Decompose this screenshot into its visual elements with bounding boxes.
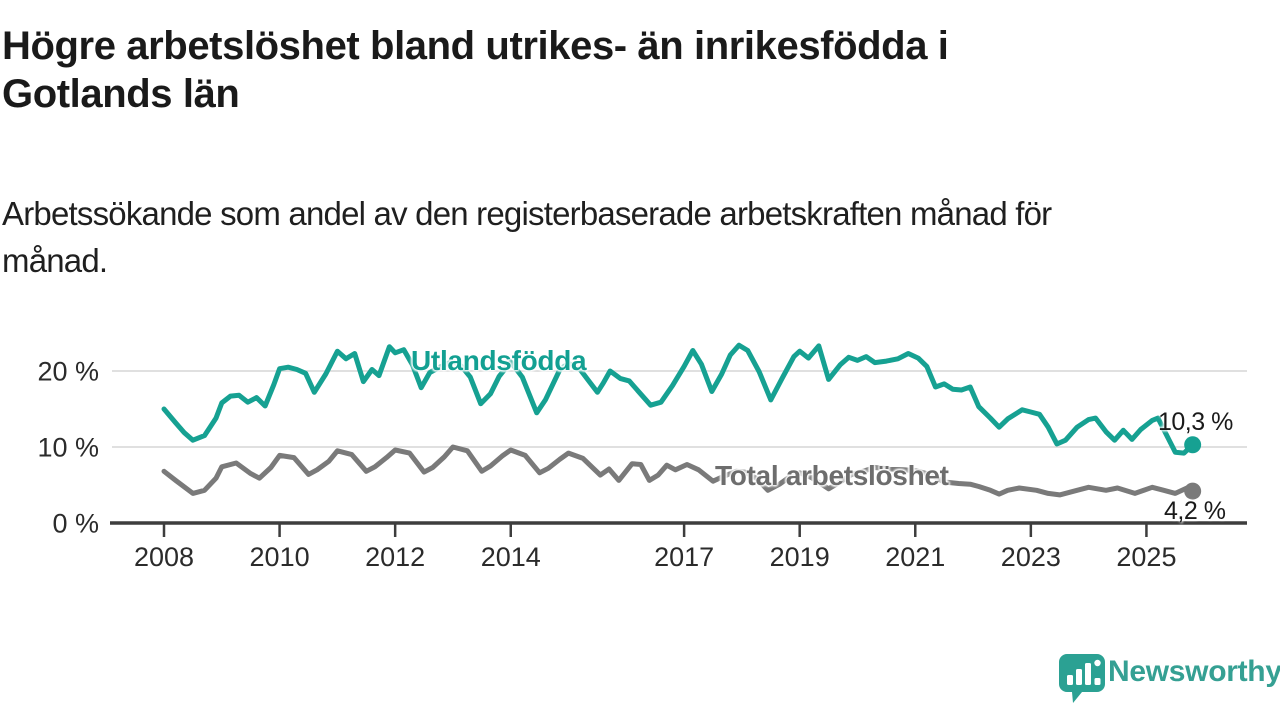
page-title-line2: Gotlands län (2, 72, 240, 116)
series-line-utlandsfodda (161, 342, 1196, 456)
x-axis-tick-label: 2021 (885, 542, 945, 572)
chart-subtitle-line1: Arbetssökande som andel av den registerb… (2, 195, 1052, 232)
series-line-total (161, 444, 1196, 498)
y-axis-tick-label: 20 % (37, 357, 99, 387)
y-axis-tick-label: 10 % (37, 433, 99, 463)
x-axis-tick-label: 2008 (134, 542, 194, 572)
x-axis-tick-label: 2019 (770, 542, 830, 572)
newsworthy-wordmark: Newsworthy (1108, 655, 1280, 688)
y-axis-tick-label: 0 % (52, 509, 99, 539)
logo-exclamation-dot (1094, 659, 1101, 667)
x-axis-tick-label: 2010 (250, 542, 310, 572)
series-label-utlandsfodda: Utlandsfödda (411, 345, 587, 376)
logo-bar-short (1067, 675, 1073, 685)
chart-subtitle-line2: månad. (2, 242, 108, 279)
logo-exclamation-base (1094, 678, 1101, 685)
page-title-line1: Högre arbetslöshet bland utrikes- än inr… (2, 24, 949, 68)
newsworthy-logo-icon (1059, 654, 1105, 703)
end-value-label-utlandsfodda: 10,3 % (1158, 408, 1233, 436)
x-axis-tick-label: 2017 (654, 542, 714, 572)
page-title: Högre arbetslöshet bland utrikes- än inr… (2, 22, 1252, 118)
x-axis-tick-label: 2012 (365, 542, 425, 572)
x-axis-tick-label: 2014 (481, 542, 541, 572)
series-end-dot-total (1184, 482, 1202, 500)
series-label-total-arbetsloshet: Total arbetslöshet (715, 460, 949, 491)
x-axis-tick-label: 2025 (1116, 542, 1176, 572)
chart-subtitle: Arbetssökande som andel av den registerb… (2, 190, 1232, 284)
series-end-dot-utlandsfodda (1184, 436, 1202, 454)
logo-bar-medium (1076, 669, 1082, 685)
x-axis-tick-label: 2023 (1001, 542, 1061, 572)
end-value-label-total: 4,2 % (1164, 497, 1226, 525)
logo-bar-tall (1085, 663, 1091, 685)
newsworthy-branding: Newsworthy (1056, 650, 1280, 706)
